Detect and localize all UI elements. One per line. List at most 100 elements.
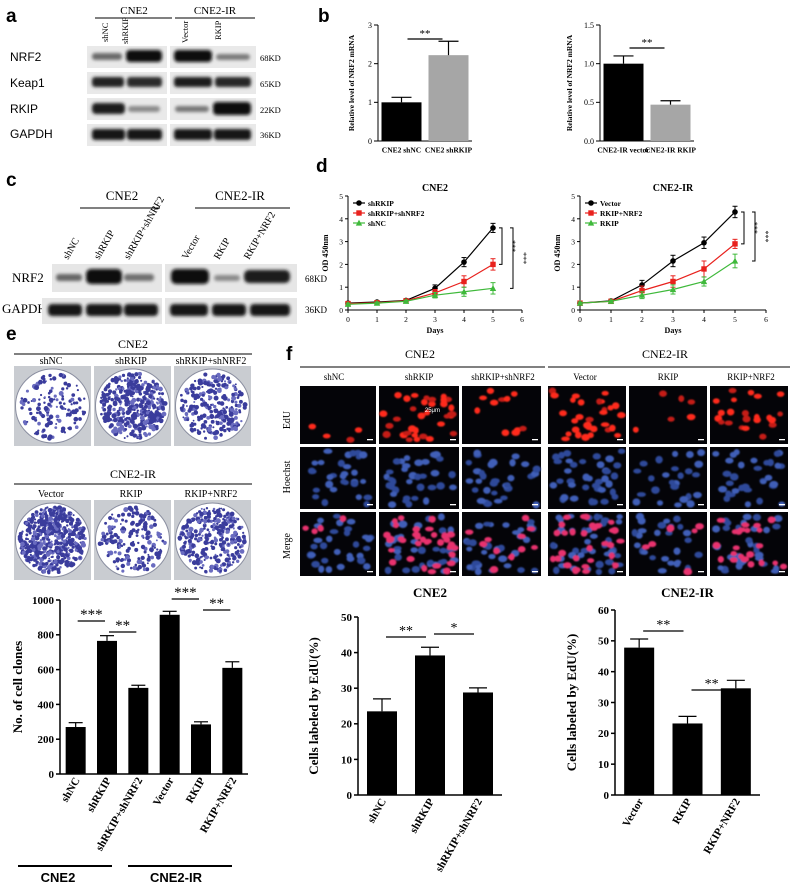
colony — [234, 383, 237, 386]
blot-protein-label: RKIP — [10, 102, 38, 116]
nucleus — [532, 465, 541, 473]
nucleus — [753, 547, 760, 554]
colony — [33, 521, 37, 524]
nucleus — [608, 567, 616, 575]
edu-nucleus — [397, 536, 405, 542]
nucleus — [615, 519, 623, 525]
colony — [152, 522, 158, 527]
colony — [147, 516, 151, 521]
x-axis-label: Days — [427, 326, 444, 335]
nuclei — [549, 513, 625, 576]
colony — [48, 397, 54, 403]
significance-bracket — [499, 227, 503, 265]
edu-nucleus — [421, 565, 428, 572]
nucleus — [649, 555, 656, 561]
colony — [146, 400, 151, 406]
colony — [194, 397, 197, 400]
edu-nucleus — [521, 514, 530, 522]
colony — [181, 524, 187, 530]
colony — [110, 405, 113, 408]
colony — [204, 436, 207, 440]
y-tick-label: 50 — [598, 636, 610, 648]
colony — [43, 508, 47, 512]
nucleus — [325, 480, 334, 489]
colony — [152, 404, 157, 409]
colony — [237, 423, 241, 427]
colony — [218, 538, 223, 542]
colony — [53, 543, 57, 546]
edu-nucleus — [311, 528, 318, 535]
colony — [46, 524, 49, 527]
nucleus — [479, 472, 487, 480]
colony — [61, 397, 65, 401]
colony — [25, 521, 29, 525]
edu-nucleus — [554, 555, 562, 562]
nucleus — [756, 497, 763, 505]
edu-nucleus — [517, 546, 526, 553]
colony — [54, 559, 58, 562]
colony — [70, 512, 73, 515]
colony — [39, 393, 43, 397]
colony — [210, 381, 213, 385]
colony — [233, 410, 239, 416]
colony — [200, 402, 205, 407]
colony — [124, 417, 127, 421]
colony — [190, 553, 193, 556]
colony — [55, 506, 58, 510]
y-tick-label: 0 — [339, 306, 343, 315]
panel-d: d 0 1 2 3 4 5 6 0 1 2 3 4 5 Days OD 450nm CNE2 shRKIPshR… — [316, 156, 770, 335]
colony — [159, 415, 163, 419]
colony-plates-top — [14, 366, 251, 446]
nucleus — [774, 462, 782, 469]
panel-e: e CNE2 shNC shRKIP shRKIP+shNRF2 CNE2-IR… — [6, 324, 252, 884]
colony — [151, 426, 156, 432]
edu-nucleus — [424, 538, 432, 544]
colony — [184, 412, 189, 417]
edu-nucleus — [732, 545, 740, 551]
nucleus — [491, 490, 498, 496]
colony — [158, 417, 162, 421]
colony — [54, 539, 59, 543]
edu-nucleus — [385, 422, 394, 429]
edu-nucleus — [612, 562, 619, 569]
edu-nucleus — [531, 545, 538, 550]
colony — [179, 533, 182, 536]
chart-title: CNE2-IR — [661, 585, 714, 600]
nucleus — [317, 459, 325, 466]
nucleus — [769, 480, 779, 488]
edu-nucleus — [758, 559, 765, 567]
colony — [67, 383, 71, 387]
nucleus — [350, 480, 359, 488]
colony — [210, 403, 213, 406]
nucleus — [662, 472, 670, 478]
colony — [66, 524, 69, 527]
nucleus — [437, 513, 445, 521]
colony — [47, 538, 51, 541]
colony — [223, 380, 227, 383]
edu-nucleus — [550, 392, 559, 399]
colony — [145, 419, 150, 424]
colony — [150, 410, 153, 413]
colony — [137, 557, 141, 561]
nucleus — [611, 493, 619, 500]
edu-nucleus — [728, 387, 737, 394]
nucleus — [655, 455, 663, 464]
colony — [148, 394, 153, 399]
blot-size-label: 36KD — [260, 130, 281, 140]
colony — [190, 383, 195, 388]
colony — [116, 411, 119, 414]
edu-nucleus — [779, 563, 788, 570]
micrograph-row-label: Hoechst — [282, 460, 293, 493]
edu-nucleus — [388, 547, 395, 553]
colony — [231, 525, 234, 528]
colony — [186, 522, 189, 525]
nucleus — [418, 473, 427, 479]
colony — [131, 528, 136, 533]
edu-nucleus — [572, 555, 580, 562]
colony — [48, 420, 53, 426]
colony — [214, 558, 218, 562]
scale-bar — [367, 571, 373, 573]
colony — [230, 533, 235, 539]
nucleus — [342, 464, 352, 470]
colony — [75, 384, 78, 387]
